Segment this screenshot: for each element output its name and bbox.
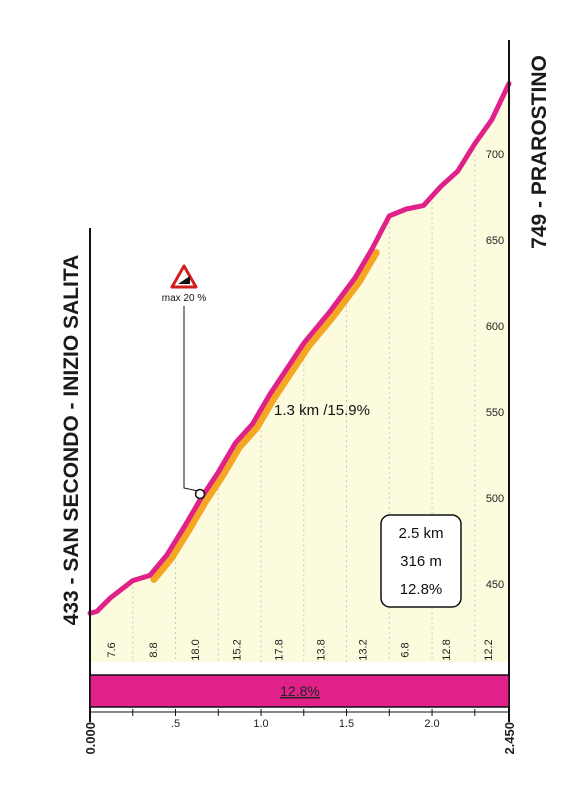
max-gradient-pointer <box>183 306 199 492</box>
distance-tick-label: 2.0 <box>424 718 439 730</box>
max-gradient-sign: max 20 % <box>162 264 207 500</box>
segment-gradient-label: 12.2 <box>483 639 495 660</box>
distance-tick-label: .5 <box>171 718 180 730</box>
grid-lines <box>132 149 476 662</box>
steep-warning-slope <box>178 276 190 284</box>
segment-gradient-label: 8.8 <box>148 642 160 657</box>
elevation-tick-label: 650 <box>486 235 504 247</box>
segment-gradient-label: 15.2 <box>232 639 244 660</box>
steep-section-highlight <box>150 249 380 583</box>
max-gradient-label: max 20 % <box>162 293 207 304</box>
average-gradient-bar <box>89 674 510 708</box>
segment-gradient-label: 12.8 <box>441 639 453 660</box>
distance-tick-label: 2.450 <box>502 722 517 755</box>
segment-gradient-label: 17.8 <box>274 639 286 660</box>
distance-tick-label: 1.5 <box>339 718 354 730</box>
start-location-label: 433 - SAN SECONDO - INIZIO SALITA <box>60 255 83 626</box>
elevation-ticks: 450 500 550 600 650 700 <box>486 149 504 591</box>
profile-line <box>87 81 512 616</box>
elevation-tick-label: 550 <box>486 407 504 419</box>
climb-summary-box: 2.5 km 316 m 12.8% <box>380 514 462 608</box>
elevation-tick-label: 700 <box>486 149 504 161</box>
segment-gradient-label: 7.6 <box>106 642 118 657</box>
max-gradient-point <box>194 488 206 500</box>
summary-elevation-gain: 316 m <box>400 553 442 570</box>
end-location-label: 749 - PRAROSTINO <box>528 55 551 249</box>
distance-tick-label: 0.000 <box>83 722 98 755</box>
average-gradient-label: 12.8% <box>280 683 320 699</box>
elevation-tick-label: 500 <box>486 493 504 505</box>
summary-distance: 2.5 km <box>398 525 443 542</box>
segment-gradient-label: 13.8 <box>316 639 328 660</box>
elevation-tick-label: 600 <box>486 321 504 333</box>
segment-gradients: 7.6 8.8 18.0 15.2 17.8 13.8 13.2 6.8 12.8 12.2 <box>106 639 495 660</box>
distance-ticks: 0.000 .5 1.0 1.5 2.0 2.450 <box>83 709 517 755</box>
steep-section-label: 1.3 km /15.9% <box>274 402 370 419</box>
segment-gradient-label: 13.2 <box>357 639 369 660</box>
elevation-tick-label: 450 <box>486 579 504 591</box>
segment-gradient-label: 6.8 <box>399 642 411 657</box>
segment-gradient-label: 18.0 <box>190 639 202 660</box>
summary-average-gradient: 12.8% <box>400 581 443 598</box>
distance-tick-label: 1.0 <box>253 718 268 730</box>
summary-box-frame <box>380 514 462 608</box>
